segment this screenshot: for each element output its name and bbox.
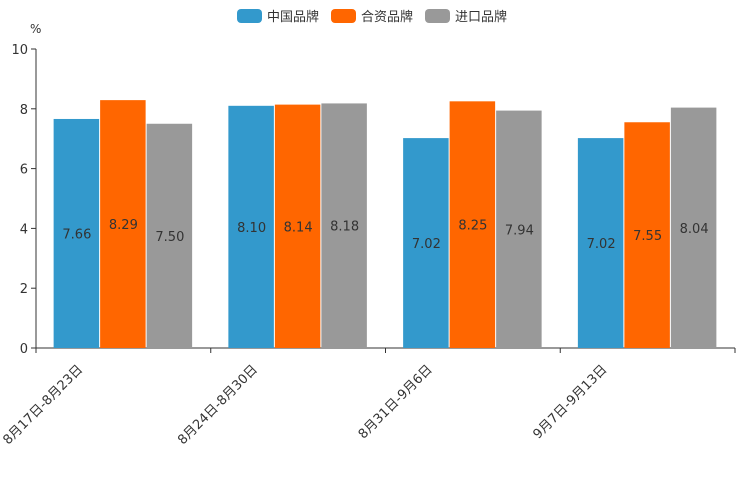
data-label: 7.55: [633, 229, 662, 244]
bar-jv-brand: [274, 104, 321, 348]
bar-china-brand: [53, 118, 100, 348]
y-tick-label: 10: [11, 43, 28, 58]
bar-import-brand: [496, 110, 542, 349]
data-label: 8.10: [237, 221, 266, 236]
bar-china-brand: [403, 138, 449, 348]
data-label: 7.66: [62, 227, 91, 242]
x-category-label: 9月7日-9月13日: [531, 362, 611, 442]
legend-label-jv-brand: 合资品牌: [360, 10, 413, 25]
legend-label-import-brand: 进口品牌: [455, 10, 508, 25]
legend: 中国品牌 合资品牌 进口品牌: [0, 6, 744, 25]
bar-jv-brand: [100, 100, 146, 348]
data-label: 7.02: [412, 237, 441, 252]
data-label: 7.50: [155, 230, 184, 245]
data-label: 8.14: [284, 220, 313, 235]
y-tick-label: 8: [20, 103, 28, 118]
legend-item-jv-brand[interactable]: 合资品牌: [330, 6, 413, 25]
data-label: 8.29: [109, 218, 138, 233]
bar-import-brand: [146, 123, 193, 348]
data-label: 7.02: [587, 237, 616, 252]
bar-jv-brand: [624, 122, 670, 348]
y-tick-label: 4: [20, 222, 28, 237]
bar-china-brand: [577, 138, 624, 348]
y-tick-label: 6: [20, 163, 28, 178]
legend-swatch-china-brand: [236, 8, 262, 23]
legend-item-import-brand[interactable]: 进口品牌: [425, 6, 507, 25]
bar-china-brand: [228, 105, 274, 348]
legend-label-china-brand: 中国品牌: [266, 10, 319, 25]
y-tick-label: 2: [20, 282, 28, 297]
data-label: 8.18: [330, 220, 359, 235]
bar-import-brand: [321, 103, 367, 348]
data-label: 8.25: [458, 219, 487, 234]
legend-swatch-import-brand: [425, 8, 450, 23]
bar-import-brand: [670, 107, 717, 348]
legend-swatch-jv-brand: [330, 8, 356, 23]
x-category-label: 8月24日-8月30日: [175, 362, 261, 448]
y-unit-label: %: [30, 22, 41, 36]
legend-item-china-brand[interactable]: 中国品牌: [236, 6, 319, 25]
x-category-label: 8月31日-9月6日: [356, 362, 436, 442]
data-label: 7.94: [505, 223, 534, 238]
data-label: 8.04: [680, 222, 709, 237]
x-category-label: 8月17日-8月23日: [0, 362, 86, 448]
bar-jv-brand: [449, 101, 496, 348]
y-tick-label: 0: [20, 342, 28, 357]
